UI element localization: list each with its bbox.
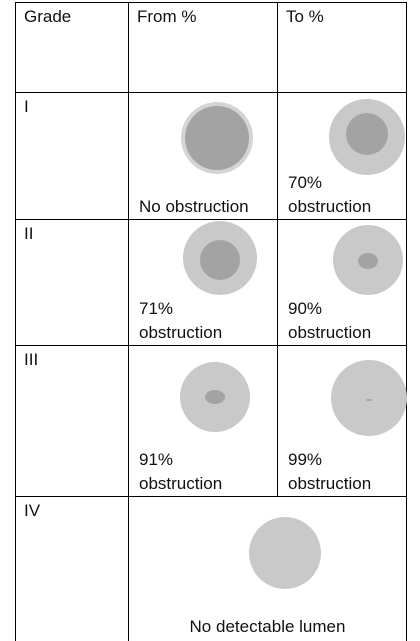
row-1-to (329, 99, 405, 175)
row-3-to (331, 360, 407, 436)
vessel (249, 517, 321, 589)
lumen (366, 399, 372, 401)
lumen (346, 113, 388, 155)
row-1-from (181, 102, 253, 174)
row-2-to (333, 225, 403, 295)
lumen (205, 390, 225, 404)
lumen (185, 106, 249, 170)
row-2-from (183, 221, 257, 295)
row-3-from (180, 362, 250, 432)
row-4 (249, 517, 321, 589)
lumen (200, 240, 240, 280)
illustrations (0, 0, 420, 627)
lumen (358, 253, 378, 269)
vessel (331, 360, 407, 436)
